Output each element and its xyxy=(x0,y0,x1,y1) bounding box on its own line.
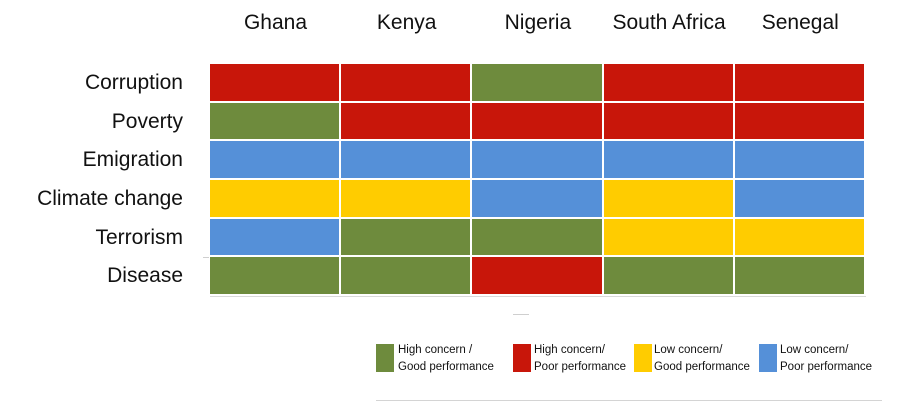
heatmap-cell-terrorism-senegal xyxy=(734,218,864,256)
column-header-senegal: Senegal xyxy=(761,11,839,34)
legend-label-line2: Good performance xyxy=(654,361,750,373)
heatmap-cell-poverty-kenya xyxy=(341,102,471,140)
row-label-climate-change: Climate change xyxy=(37,187,183,210)
heatmap-cell-disease-south-africa xyxy=(603,257,733,294)
heatmap-cell-climate-change-ghana xyxy=(210,180,340,217)
legend-label-line2: Poor performance xyxy=(780,361,873,373)
heatmap-cell-terrorism-nigeria xyxy=(472,218,602,256)
column-header-south-africa: South Africa xyxy=(612,11,726,34)
legend-swatch-poor-high xyxy=(513,344,531,372)
heatmap-cell-climate-change-kenya xyxy=(341,180,471,217)
legend-label-line1: High concern / xyxy=(398,344,473,356)
row-label-terrorism: Terrorism xyxy=(95,225,184,249)
heatmap-cell-disease-ghana xyxy=(210,257,340,294)
heatmap-cell-corruption-senegal xyxy=(734,64,864,101)
heatmap-cell-emigration-south-africa xyxy=(603,141,733,178)
heatmap-cell-terrorism-south-africa xyxy=(603,218,733,256)
legend-swatch-good-high xyxy=(376,344,394,372)
heatmap-cell-climate-change-south-africa xyxy=(603,180,733,217)
heatmap-cell-disease-kenya xyxy=(341,257,471,294)
row-label-disease: Disease xyxy=(107,264,183,288)
heatmap-cell-poverty-ghana xyxy=(210,102,340,140)
heatmap-grid-frame xyxy=(210,64,866,297)
heatmap-cell-climate-change-senegal xyxy=(734,180,864,217)
legend-swatch-poor-low xyxy=(759,344,777,372)
row-label-emigration: Emigration xyxy=(82,148,183,172)
heatmap-cell-climate-change-nigeria xyxy=(472,180,602,217)
column-header-ghana: Ghana xyxy=(243,11,308,34)
legend-label-line1: Low concern/ xyxy=(654,344,723,356)
heatmap-cell-emigration-senegal xyxy=(734,141,864,178)
legend-label-line2: Poor performance xyxy=(534,361,627,373)
heatmap-cell-corruption-south-africa xyxy=(603,64,733,101)
heatmap-cell-corruption-kenya xyxy=(341,64,471,101)
heatmap-cell-disease-nigeria xyxy=(472,257,602,294)
heatmap-cell-emigration-ghana xyxy=(210,141,340,178)
heatmap-cell-emigration-nigeria xyxy=(472,141,602,178)
column-header-nigeria: Nigeria xyxy=(504,11,572,34)
column-header-kenya: Kenya xyxy=(376,11,437,34)
legend-label-line1: High concern/ xyxy=(534,344,605,356)
heatmap-cell-corruption-nigeria xyxy=(472,64,602,101)
legend-label-line1: Low concern/ xyxy=(780,344,849,356)
row-label-poverty: Poverty xyxy=(111,109,183,133)
heatmap-cell-emigration-kenya xyxy=(341,141,471,178)
heatmap-cell-terrorism-ghana xyxy=(210,218,340,256)
row-label-corruption: Corruption xyxy=(84,71,183,94)
legend-label-line2: Good performance xyxy=(398,361,494,373)
axis-tick-left xyxy=(203,257,209,258)
heatmap-cell-poverty-south-africa xyxy=(603,102,733,140)
heatmap-cell-poverty-senegal xyxy=(734,102,864,140)
heatmap-cell-disease-senegal xyxy=(734,257,864,294)
heatmap-cell-corruption-ghana xyxy=(210,64,340,101)
heatmap-cell-poverty-nigeria xyxy=(472,102,602,140)
axis-tick-bottom xyxy=(513,314,529,315)
legend-swatch-good-low xyxy=(634,344,652,372)
heatmap-cell-terrorism-kenya xyxy=(341,218,471,256)
